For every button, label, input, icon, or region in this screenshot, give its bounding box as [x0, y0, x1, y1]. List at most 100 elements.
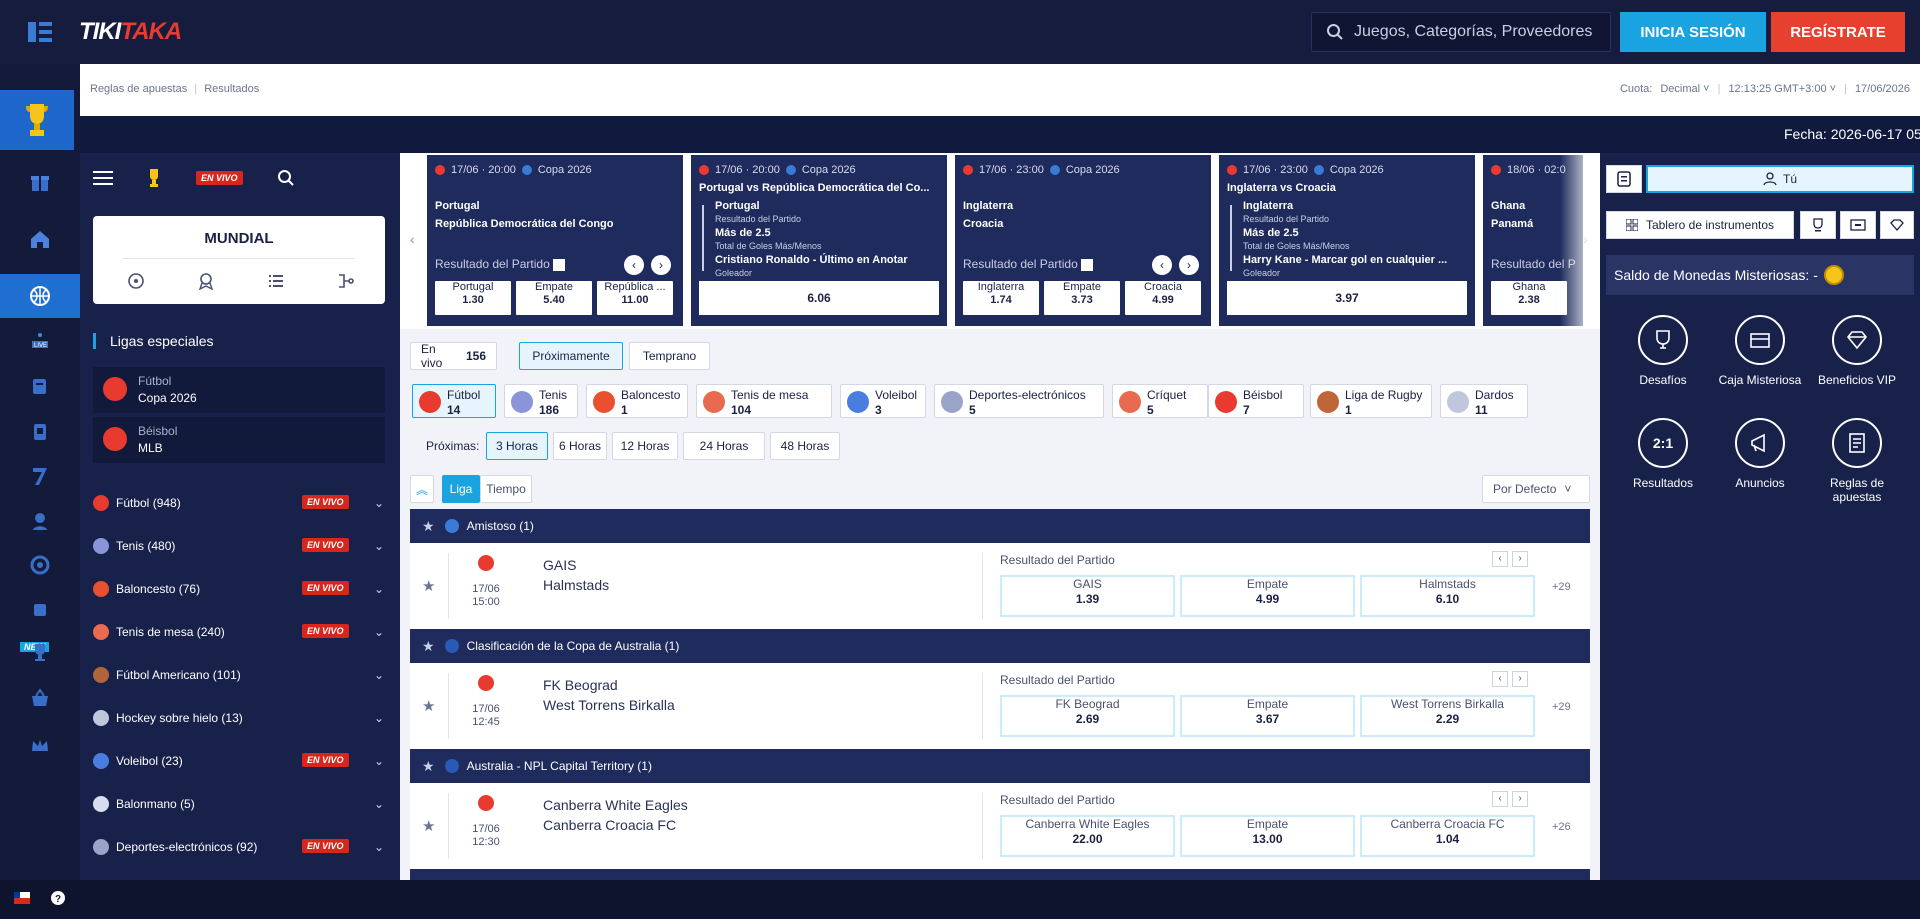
vip-benefits-tile[interactable]: Beneficios VIP: [1812, 315, 1902, 387]
market-next-button[interactable]: ›: [1179, 255, 1199, 275]
odds-format-select[interactable]: Decimal ˅: [1660, 83, 1710, 95]
match-row[interactable]: ★ 17/06 15:00 GAIS Halmstads Resultado del Pa…: [410, 543, 1590, 629]
betslip-icon[interactable]: [1606, 165, 1642, 193]
market-prev-button[interactable]: ‹: [1492, 791, 1508, 807]
chevron-down-icon[interactable]: ⌄: [374, 668, 385, 682]
odd-button[interactable]: Portugal 1.30: [435, 281, 511, 315]
odd-button[interactable]: Empate 3.73: [1044, 281, 1120, 315]
more-markets-link[interactable]: +29: [1552, 701, 1571, 713]
home-icon[interactable]: [0, 217, 80, 261]
sport-item[interactable]: Voleibol (23) EN VIVO ⌄: [80, 741, 400, 781]
odd-button[interactable]: Halmstads 6.10: [1360, 575, 1535, 617]
trophy-icon[interactable]: [1800, 211, 1836, 239]
hours-tab[interactable]: 3 Horas: [486, 432, 548, 460]
odd-button[interactable]: Empate 4.99: [1180, 575, 1355, 617]
odd-button[interactable]: West Torrens Birkalla 2.29: [1360, 695, 1535, 737]
challenges-tile[interactable]: Desafíos: [1618, 315, 1708, 387]
market-next-button[interactable]: ›: [1512, 791, 1528, 807]
odd-button[interactable]: FK Beograd 2.69: [1000, 695, 1175, 737]
more-markets-link[interactable]: +26: [1552, 821, 1571, 833]
match-row[interactable]: ★ 17/06 12:30 Canberra White Eagles Canberra…: [410, 783, 1590, 869]
special-league-mlb[interactable]: Béisbol MLB: [93, 417, 385, 463]
new-games-icon[interactable]: [0, 588, 80, 632]
featured-bet-builder-card[interactable]: 17/06 · 23:00 Copa 2026 Inglaterra vs Cro…: [1219, 155, 1475, 326]
sport-item[interactable]: Fútbol Americano (101) ⌄: [80, 655, 400, 695]
market-next-button[interactable]: ›: [651, 255, 671, 275]
featured-match-card[interactable]: 17/06 · 23:00 Copa 2026 Inglaterra Croaci…: [955, 155, 1211, 326]
ball-icon[interactable]: [127, 272, 145, 290]
sport-tab[interactable]: Deportes-electrónicos 5: [934, 384, 1104, 418]
odd-button[interactable]: Croacia 4.99: [1125, 281, 1201, 315]
sport-tab[interactable]: Tenis de mesa 104: [696, 384, 832, 418]
help-icon[interactable]: ?: [51, 891, 65, 905]
carousel-prev-icon[interactable]: ‹: [410, 231, 415, 247]
sport-item[interactable]: Baloncesto (76) EN VIVO ⌄: [80, 569, 400, 609]
live-icon[interactable]: LIVE: [0, 318, 80, 362]
sort-by-time-tab[interactable]: Tiempo: [480, 475, 532, 503]
market-prev-button[interactable]: ‹: [1152, 255, 1172, 275]
favorite-star-icon[interactable]: ★: [422, 818, 436, 835]
sport-tab[interactable]: Tenis 186: [504, 384, 578, 418]
sport-tab[interactable]: Baloncesto 1: [586, 384, 688, 418]
register-button[interactable]: REGÍSTRATE: [1771, 12, 1905, 52]
mystery-box-icon[interactable]: [1840, 211, 1876, 239]
favorite-star-icon[interactable]: ★: [422, 578, 436, 595]
chevron-down-icon[interactable]: ⌄: [374, 582, 385, 596]
chile-flag-icon[interactable]: [14, 892, 30, 904]
combined-odd-button[interactable]: 6.06: [699, 281, 939, 315]
sport-tab[interactable]: Fútbol 14: [412, 384, 496, 418]
match-row[interactable]: ★ 17/06 12:45 FK Beograd West Torrens Birkal…: [410, 663, 1590, 749]
sport-tab[interactable]: Béisbol 7: [1208, 384, 1304, 418]
hours-tab[interactable]: 48 Horas: [770, 432, 840, 460]
trophy-icon[interactable]: [147, 168, 161, 188]
chevron-down-icon[interactable]: ⌄: [374, 797, 385, 811]
standings-icon[interactable]: [197, 272, 215, 290]
betting-rules-link[interactable]: Reglas de apuestas: [90, 83, 188, 95]
sport-tab[interactable]: Críquet 5: [1112, 384, 1208, 418]
live-filter-badge[interactable]: EN VIVO: [196, 171, 243, 185]
sport-item[interactable]: Tenis de mesa (240) EN VIVO ⌄: [80, 612, 400, 652]
market-prev-button[interactable]: ‹: [624, 255, 644, 275]
results-link[interactable]: Resultados: [204, 83, 260, 95]
odd-button[interactable]: Empate 5.40: [516, 281, 592, 315]
dashboard-button[interactable]: Tablero de instrumentos: [1606, 211, 1794, 239]
casino-cards-icon[interactable]: [0, 364, 80, 408]
menu-grid-icon[interactable]: [27, 19, 53, 45]
tab-early[interactable]: Temprano: [629, 342, 710, 370]
search-input[interactable]: Juegos, Categorías, Proveedores: [1311, 12, 1611, 52]
odd-button[interactable]: Ghana 2.38: [1491, 281, 1567, 315]
chevron-down-icon[interactable]: ⌄: [374, 539, 385, 553]
more-markets-link[interactable]: +29: [1552, 581, 1571, 593]
bracket-icon[interactable]: [337, 272, 355, 290]
combined-odd-button[interactable]: 3.97: [1227, 281, 1467, 315]
sport-item[interactable]: Deportes-electrónicos (92) EN VIVO ⌄: [80, 827, 400, 867]
logo[interactable]: TIKITAKA: [79, 18, 182, 45]
chevron-down-icon[interactable]: ⌄: [374, 754, 385, 768]
market-next-button[interactable]: ›: [1512, 551, 1528, 567]
gift-icon[interactable]: [0, 160, 80, 204]
sport-tab[interactable]: Liga de Rugby 1: [1310, 384, 1432, 418]
odd-button[interactable]: GAIS 1.39: [1000, 575, 1175, 617]
slots-icon[interactable]: [0, 410, 80, 454]
mundial-card[interactable]: MUNDIAL: [93, 216, 385, 304]
sport-tab[interactable]: Dardos 11: [1440, 384, 1528, 418]
odd-button[interactable]: Canberra Croacia FC 1.04: [1360, 815, 1535, 857]
player-icon[interactable]: [0, 499, 80, 543]
league-header[interactable]: ★ Clasificación de la Copa de Australia (…: [410, 629, 1590, 663]
favorite-star-icon[interactable]: ★: [422, 698, 436, 715]
sort-select[interactable]: Por Defecto ˅: [1482, 475, 1590, 503]
league-header[interactable]: ★ Australia - NPL Capital Territory (1): [410, 749, 1590, 783]
market-prev-button[interactable]: ‹: [1492, 551, 1508, 567]
hamburger-menu-icon[interactable]: [93, 170, 113, 186]
tournament-trophy-icon[interactable]: [0, 630, 80, 674]
diamond-icon[interactable]: [1880, 211, 1914, 239]
league-header[interactable]: [410, 869, 1590, 880]
tab-live[interactable]: En vivo 156: [410, 342, 497, 370]
featured-bet-builder-card[interactable]: 17/06 · 20:00 Copa 2026 Portugal vs Repúb…: [691, 155, 947, 326]
market-next-button[interactable]: ›: [1512, 671, 1528, 687]
favorite-star-icon[interactable]: ★: [422, 517, 435, 534]
chevron-down-icon[interactable]: ⌄: [374, 840, 385, 854]
featured-match-card[interactable]: 17/06 · 20:00 Copa 2026 Portugal Repúblic…: [427, 155, 683, 326]
odd-button[interactable]: República ... 11.00: [597, 281, 673, 315]
announcements-tile[interactable]: Anuncios: [1715, 418, 1805, 490]
